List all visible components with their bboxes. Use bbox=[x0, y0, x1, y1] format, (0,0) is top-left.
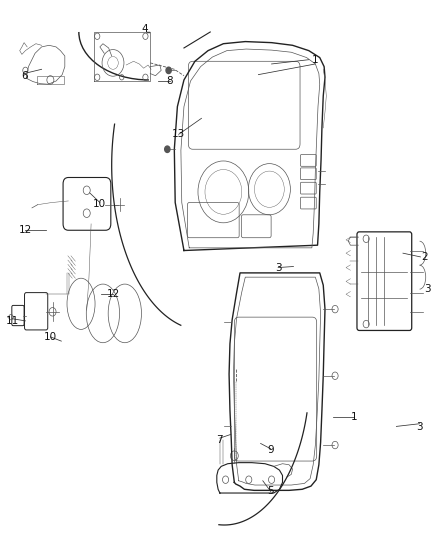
Text: 10: 10 bbox=[93, 199, 106, 208]
Text: 10: 10 bbox=[44, 332, 57, 342]
Text: 3: 3 bbox=[275, 263, 282, 272]
Text: 3: 3 bbox=[424, 284, 431, 294]
Text: 13: 13 bbox=[172, 130, 185, 139]
Circle shape bbox=[165, 146, 170, 152]
Text: 8: 8 bbox=[166, 76, 173, 86]
Text: 5: 5 bbox=[267, 487, 274, 496]
Text: 1: 1 bbox=[350, 412, 357, 422]
Text: 7: 7 bbox=[216, 435, 223, 445]
Text: 12: 12 bbox=[19, 225, 32, 235]
Circle shape bbox=[166, 67, 171, 74]
Text: 1: 1 bbox=[312, 55, 319, 64]
Text: 2: 2 bbox=[421, 252, 428, 262]
Text: 12: 12 bbox=[106, 289, 120, 299]
Text: 11: 11 bbox=[6, 316, 19, 326]
Text: 4: 4 bbox=[141, 25, 148, 34]
Text: 3: 3 bbox=[416, 423, 423, 432]
Text: 9: 9 bbox=[267, 446, 274, 455]
Text: 6: 6 bbox=[21, 71, 28, 80]
